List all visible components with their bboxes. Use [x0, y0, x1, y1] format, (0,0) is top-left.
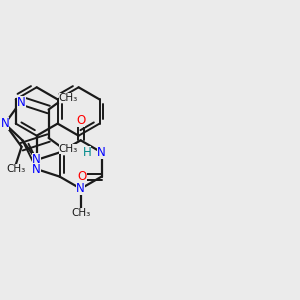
Text: N: N: [17, 96, 26, 109]
Text: CH₃: CH₃: [6, 164, 25, 174]
Text: N: N: [76, 182, 85, 195]
Text: CH₃: CH₃: [59, 93, 78, 103]
Text: CH₃: CH₃: [59, 144, 78, 154]
Text: N: N: [32, 153, 41, 167]
Text: N: N: [97, 146, 106, 159]
Text: O: O: [76, 115, 85, 128]
Text: O: O: [78, 170, 87, 183]
Text: CH₃: CH₃: [71, 208, 90, 218]
Text: N: N: [1, 117, 9, 130]
Text: H: H: [83, 146, 92, 159]
Text: N: N: [32, 163, 41, 176]
